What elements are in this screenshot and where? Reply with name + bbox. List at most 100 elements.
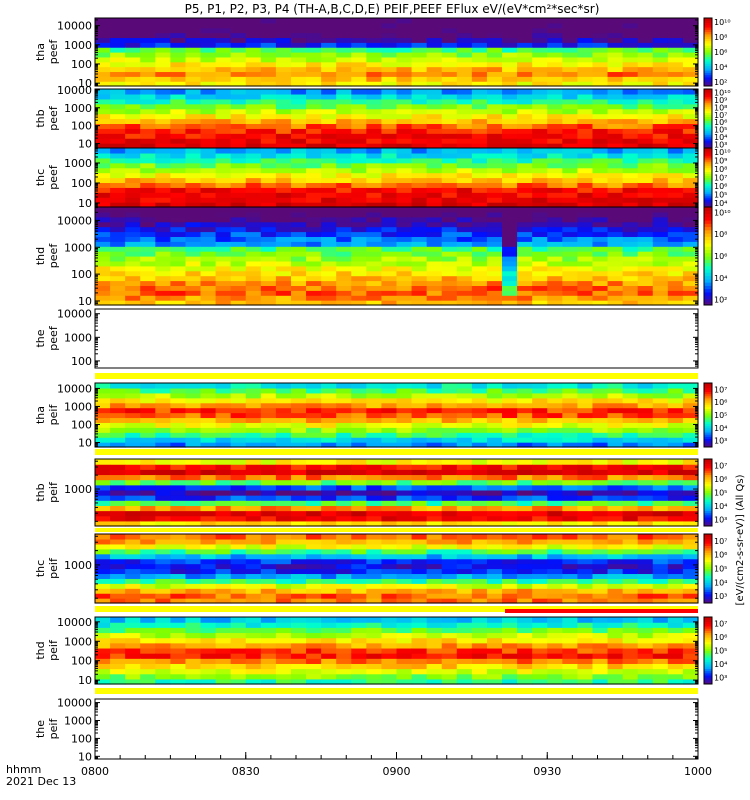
heatmap-cell xyxy=(200,265,217,272)
heatmap-cell xyxy=(260,270,277,277)
heatmap-cell xyxy=(607,598,624,604)
colorbar-cell xyxy=(704,79,712,82)
heatmap-cell xyxy=(577,47,594,53)
heatmap-cell xyxy=(426,182,443,188)
heatmap-cell xyxy=(260,474,277,481)
heatmap-cell xyxy=(577,61,594,68)
heatmap-cell xyxy=(306,123,322,129)
heatmap-cell xyxy=(637,598,654,604)
colorbar-tick: 10¹⁰ xyxy=(714,148,731,157)
heatmap-cell xyxy=(637,520,654,527)
heatmap-cell xyxy=(110,673,126,680)
colorbar-cell xyxy=(704,461,712,464)
heatmap-cell xyxy=(547,211,563,218)
heatmap-cell xyxy=(547,22,563,29)
heatmap-cell xyxy=(230,678,247,685)
heatmap-cell xyxy=(682,427,699,433)
heatmap-cell xyxy=(140,98,156,105)
heatmap-cell xyxy=(426,392,443,399)
heatmap-cell xyxy=(682,510,699,517)
heatmap-cell xyxy=(290,489,307,496)
heatmap-cell xyxy=(411,211,428,218)
heatmap-cell xyxy=(306,637,322,644)
heatmap-cell xyxy=(170,56,187,63)
heatmap-cell xyxy=(486,241,503,247)
heatmap-cell xyxy=(275,66,292,73)
heatmap-cell xyxy=(381,52,398,58)
heatmap-cell xyxy=(275,221,292,228)
heatmap-cell xyxy=(366,387,383,394)
heatmap-cell xyxy=(336,27,352,34)
heatmap-cell xyxy=(275,148,292,154)
heatmap-cell xyxy=(170,673,187,680)
heatmap-cell xyxy=(230,534,247,540)
heatmap-cell xyxy=(125,632,141,639)
heatmap-cell xyxy=(607,442,624,448)
heatmap-cell xyxy=(502,81,518,87)
heatmap-cell xyxy=(306,76,322,82)
heatmap-cell xyxy=(275,678,292,685)
heatmap-cell xyxy=(411,563,428,570)
heatmap-cell xyxy=(200,192,217,198)
heatmap-cell xyxy=(351,548,367,555)
heatmap-cell xyxy=(652,42,669,48)
heatmap-cell xyxy=(471,500,488,506)
heatmap-cell xyxy=(577,295,594,301)
heatmap-cell xyxy=(290,231,307,237)
heatmap-cell xyxy=(215,598,232,604)
heatmap-cell xyxy=(155,593,171,599)
heatmap-cell xyxy=(110,241,126,247)
heatmap-cell xyxy=(306,280,322,286)
heatmap-cell xyxy=(426,402,443,409)
heatmap-cell xyxy=(110,548,126,555)
heatmap-cell xyxy=(306,300,322,306)
heatmap-cell xyxy=(426,673,443,680)
heatmap-cell xyxy=(336,103,352,110)
heatmap-cell xyxy=(486,285,503,291)
heatmap-cell xyxy=(215,98,232,105)
heatmap-cell xyxy=(170,22,187,29)
heatmap-cell xyxy=(562,285,578,291)
heatmap-cell xyxy=(562,387,578,394)
heatmap-cell xyxy=(140,647,156,654)
heatmap-cell xyxy=(532,588,548,594)
heatmap-cell xyxy=(125,402,141,409)
heatmap-cell xyxy=(667,231,684,237)
heatmap-cell xyxy=(125,61,141,68)
heatmap-cell xyxy=(230,143,247,149)
heatmap-cell xyxy=(140,172,156,179)
heatmap-cell xyxy=(592,143,609,149)
heatmap-cell xyxy=(471,573,488,579)
heatmap-cell xyxy=(125,489,141,496)
heatmap-cell xyxy=(245,627,262,634)
heatmap-cell xyxy=(351,658,367,664)
heatmap-cell xyxy=(441,61,458,68)
heatmap-cell xyxy=(486,76,503,82)
heatmap-cell xyxy=(275,568,292,575)
heatmap-cell xyxy=(306,479,322,486)
heatmap-cell xyxy=(306,157,322,164)
heatmap-cell xyxy=(351,290,367,296)
heatmap-cell xyxy=(140,422,156,428)
colorbar-cell xyxy=(704,179,712,182)
heatmap-cell xyxy=(110,172,126,179)
heatmap-cell xyxy=(200,47,217,53)
heatmap-cell xyxy=(652,479,669,486)
heatmap-cell xyxy=(230,280,247,286)
heatmap-cell xyxy=(411,442,428,448)
colorbar-cell xyxy=(704,157,712,161)
heatmap-cell xyxy=(607,256,624,262)
heatmap-cell xyxy=(456,37,473,43)
heatmap-cell xyxy=(155,81,171,87)
heatmap-cell xyxy=(230,187,247,193)
heatmap-cell xyxy=(336,558,352,565)
heatmap-cell xyxy=(471,402,488,409)
heatmap-cell xyxy=(471,442,488,448)
heatmap-cell xyxy=(140,387,156,394)
heatmap-cell xyxy=(456,598,473,604)
heatmap-cell xyxy=(336,402,352,409)
heatmap-cell xyxy=(682,211,699,218)
heatmap-cell xyxy=(562,543,578,550)
heatmap-cell xyxy=(110,221,126,228)
heatmap-cell xyxy=(517,442,533,448)
